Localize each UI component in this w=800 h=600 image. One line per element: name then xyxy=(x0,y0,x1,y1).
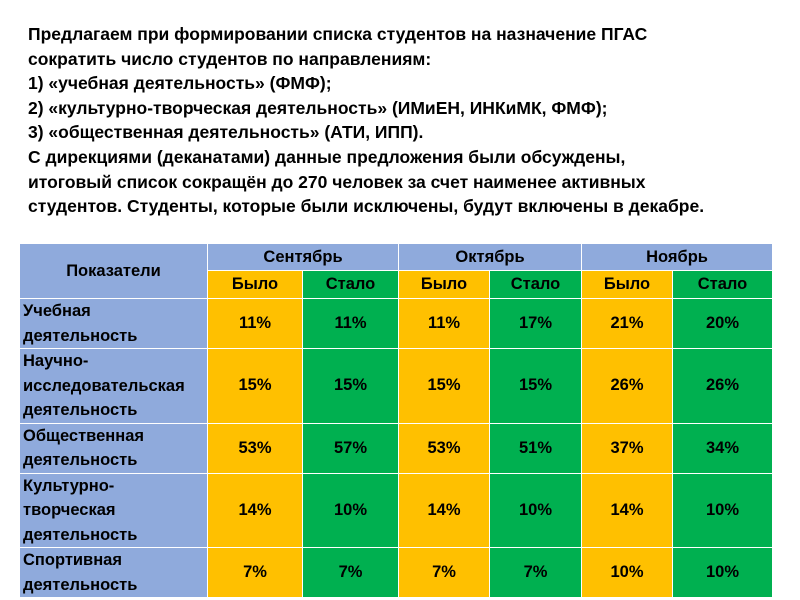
row-label-line: Учебная xyxy=(23,302,91,320)
now-value-cell: 7% xyxy=(302,547,399,598)
row-label: Учебная деятельность xyxy=(19,298,208,349)
was-value-cell: 53% xyxy=(207,422,303,474)
now-value-cell: 11% xyxy=(302,298,399,349)
was-value-cell: 14% xyxy=(581,472,673,548)
activity-stats-table: Показатели Сентябрь Октябрь Ноябрь Было … xyxy=(19,243,774,598)
was-value-cell: 21% xyxy=(581,298,673,349)
row-label: Спортивная деятельность xyxy=(19,547,208,598)
table-row: Научно-исследовательская деятельность 15% 1… xyxy=(19,348,774,424)
row-label-line: деятельность xyxy=(23,401,138,419)
row-label-line: Спортивная xyxy=(23,551,122,569)
was-value-cell: 26% xyxy=(581,348,673,424)
proposal-line: 3) «общественная деятельность» (АТИ, ИПП… xyxy=(28,122,424,143)
now-header: Стало xyxy=(302,270,399,299)
month-header: Октябрь xyxy=(398,243,582,271)
was-value-cell: 11% xyxy=(398,298,490,349)
proposal-line: 1) «учебная деятельность» (ФМФ); xyxy=(28,73,332,94)
now-value-cell: 15% xyxy=(302,348,399,424)
proposal-line: 2) «культурно-творческая деятельность» (… xyxy=(28,97,608,118)
row-label-line: деятельность xyxy=(23,575,138,594)
was-value-cell: 7% xyxy=(398,547,490,598)
row-label-line: деятельность xyxy=(23,451,138,469)
month-header-row: Показатели Сентябрь Октябрь Ноябрь xyxy=(19,243,774,299)
now-header: Стало xyxy=(671,270,774,299)
was-header: Было xyxy=(398,270,490,299)
now-value-cell: 10% xyxy=(489,472,582,548)
metric-header: Показатели xyxy=(19,243,208,299)
row-label: Культурно-творческая деятельность xyxy=(19,472,208,548)
month-header: Сентябрь xyxy=(207,243,399,271)
was-value-cell: 15% xyxy=(207,348,303,424)
now-header: Стало xyxy=(489,270,582,299)
now-value-cell: 7% xyxy=(489,547,582,598)
proposal-line: студентов. Студенты, которые были исключ… xyxy=(28,196,705,217)
table-row: Общественная деятельность 53% 57% 53% 51% 37% 3… xyxy=(19,422,774,474)
table-row: Спортивная деятельность 7% 7% 7% 7% 10% 10% xyxy=(19,547,774,598)
row-label: Научно-исследовательская деятельность xyxy=(19,348,208,424)
table-row: Учебная деятельность 11% 11% 11% 17% 21% 20% xyxy=(19,298,774,349)
table-row: Культурно-творческая деятельность 14% 10% 14… xyxy=(19,472,774,548)
was-header: Было xyxy=(207,270,303,299)
now-value-cell: 17% xyxy=(489,298,582,349)
row-label-line: деятельность xyxy=(23,326,138,345)
proposal-line: С дирекциями (деканатами) данные предлож… xyxy=(28,146,626,167)
now-value-cell: 26% xyxy=(671,348,774,424)
now-value-cell: 15% xyxy=(489,348,582,424)
was-value-cell: 14% xyxy=(398,472,490,548)
was-value-cell: 10% xyxy=(581,547,673,598)
proposal-line: итоговый список сокращён до 270 человек … xyxy=(28,171,646,192)
row-label-line: деятельность xyxy=(23,525,138,544)
was-value-cell: 37% xyxy=(581,422,673,474)
row-label-line: Научно- xyxy=(23,352,89,370)
now-value-cell: 10% xyxy=(302,472,399,548)
was-value-cell: 15% xyxy=(398,348,490,424)
now-value-cell: 10% xyxy=(671,472,774,548)
row-label-line: исследовательская xyxy=(23,376,185,395)
row-label-line: Общественная xyxy=(23,426,145,445)
proposal-text: Предлагаем при формировании списка студе… xyxy=(28,22,788,219)
now-value-cell: 10% xyxy=(671,547,774,598)
was-header: Было xyxy=(581,270,673,299)
subheader-row: Было Стало Было Стало Было Стало xyxy=(20,270,774,299)
month-header: Ноябрь xyxy=(580,243,774,271)
was-value-cell: 7% xyxy=(207,547,303,598)
row-label-line: Культурно- xyxy=(23,476,115,495)
proposal-line: Предлагаем при формировании списка студе… xyxy=(28,24,648,44)
was-value-cell: 53% xyxy=(398,422,490,474)
proposal-line: сократить число студентов по направления… xyxy=(28,48,432,69)
now-value-cell: 57% xyxy=(302,422,399,474)
now-value-cell: 51% xyxy=(489,422,582,474)
row-label: Общественная деятельность xyxy=(19,422,208,474)
now-value-cell: 20% xyxy=(671,298,774,349)
was-value-cell: 11% xyxy=(207,298,303,349)
now-value-cell: 34% xyxy=(671,422,774,474)
was-value-cell: 14% xyxy=(207,472,303,548)
row-label-line: творческая xyxy=(23,501,116,519)
